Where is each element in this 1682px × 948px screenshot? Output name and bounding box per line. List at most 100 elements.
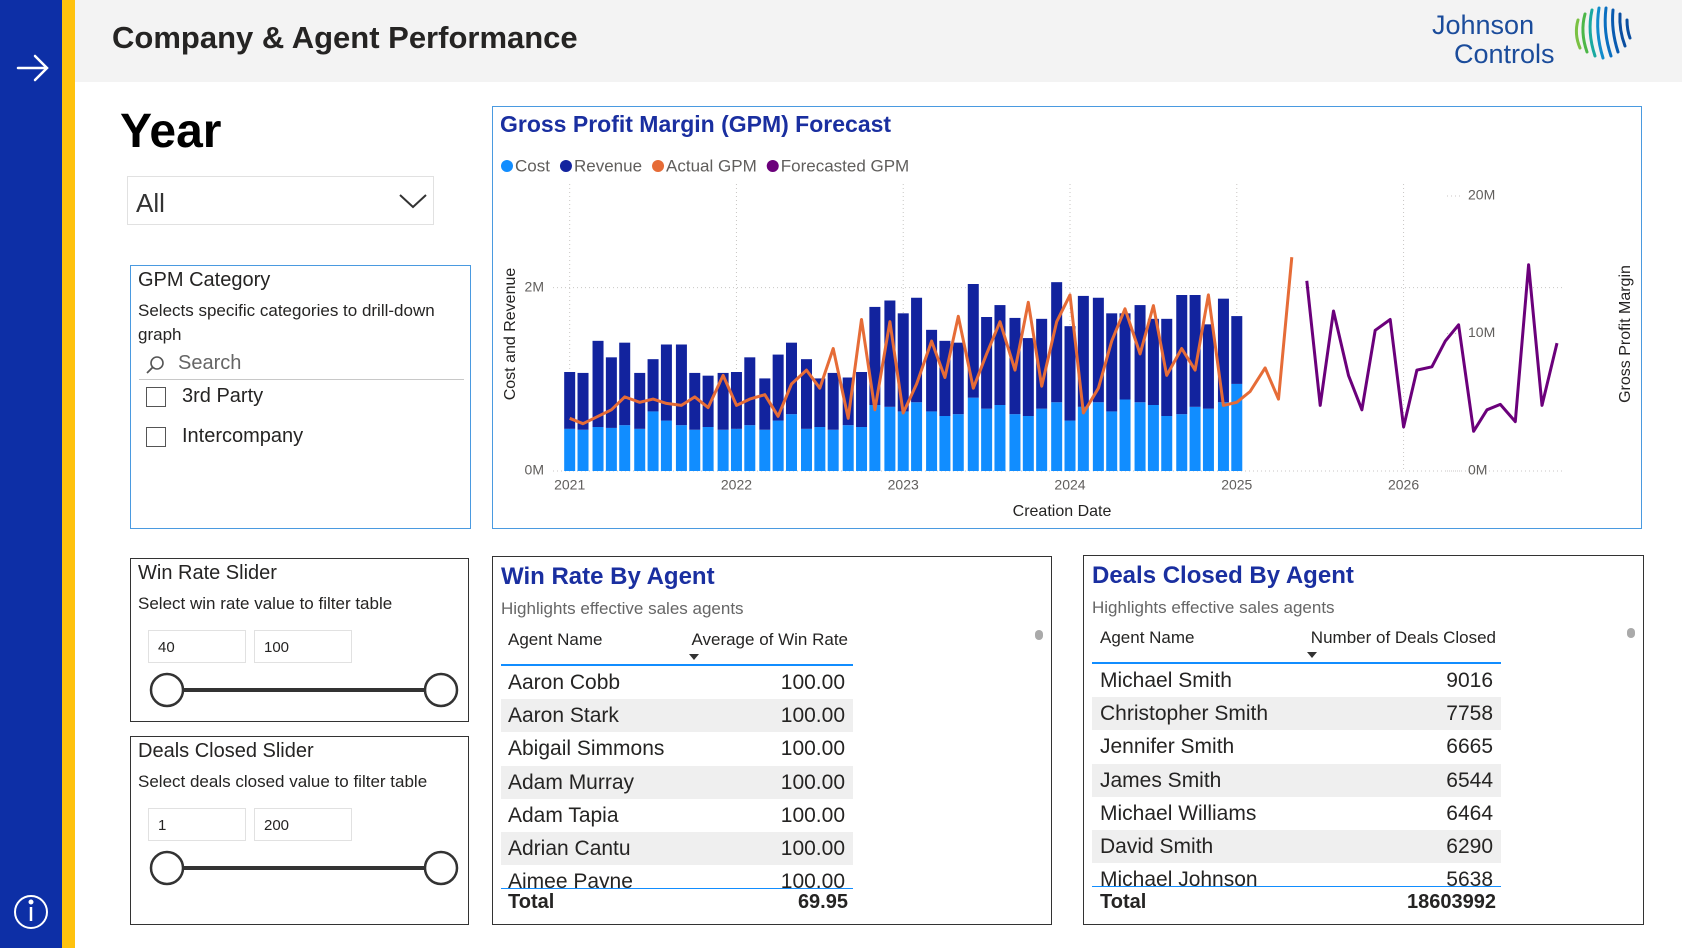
agent-name: Michael Williams <box>1100 801 1257 825</box>
header-underline <box>501 664 853 666</box>
max-input[interactable]: 200 <box>254 808 352 841</box>
agent-name: Aaron Cobb <box>508 671 621 694</box>
table-row[interactable]: Adam Tapia 100.00 <box>501 798 853 832</box>
bar <box>1064 326 1076 421</box>
search-box[interactable]: Search <box>178 352 242 374</box>
bar <box>759 378 771 430</box>
agent-value: 100.00 <box>780 704 845 728</box>
y-tick-label: 2M <box>525 278 544 294</box>
bar <box>1231 383 1243 471</box>
bar <box>869 306 881 405</box>
checkbox[interactable] <box>146 387 166 407</box>
legend-label: Actual GPM <box>666 156 757 175</box>
legend-swatch <box>559 160 572 172</box>
bar <box>1051 402 1063 471</box>
bar <box>717 429 729 471</box>
total-value: 69.95 <box>797 891 848 913</box>
min-input[interactable]: 40 <box>148 630 246 663</box>
bar <box>1092 297 1104 403</box>
slider-handle[interactable] <box>423 850 459 886</box>
category-option[interactable]: Intercompany <box>146 423 446 453</box>
total-label: Total <box>508 891 555 913</box>
table-row[interactable]: Aaron Cobb 100.00 <box>501 666 853 700</box>
agent-name: Abigail Simmons <box>508 737 665 761</box>
table-row[interactable]: David Smith 6290 <box>1092 830 1501 864</box>
year-title: Year <box>120 105 222 158</box>
bar <box>1161 318 1173 416</box>
bar <box>577 372 589 430</box>
bar <box>801 359 813 429</box>
agent-value: 100.00 <box>780 803 845 827</box>
bar <box>772 420 784 471</box>
bar <box>1119 313 1131 400</box>
bar <box>675 344 687 426</box>
checkbox[interactable] <box>146 427 166 447</box>
chart-title: Gross Profit Margin (GPM) Forecast <box>500 111 891 137</box>
bar <box>577 429 589 471</box>
min-input[interactable]: 1 <box>148 808 246 841</box>
table-row[interactable]: Jennifer Smith 6665 <box>1092 730 1501 764</box>
agent-value: 6544 <box>1446 768 1493 792</box>
column-header[interactable]: Average of Win Rate <box>691 630 848 649</box>
agent-name: James Smith <box>1100 768 1222 792</box>
bar <box>926 329 938 412</box>
table-title: Deals Closed By Agent <box>1092 562 1354 589</box>
slider-track <box>149 672 459 708</box>
agent-name: Adam Tapia <box>508 803 619 827</box>
expand-arrow[interactable] <box>16 54 49 82</box>
bar <box>1176 414 1188 471</box>
bar <box>564 428 576 471</box>
slicer-description: Select win rate value to filter table <box>138 594 393 613</box>
bar <box>1202 324 1214 409</box>
table-title: Win Rate By Agent <box>501 563 715 590</box>
bar <box>1022 338 1034 416</box>
scroll-indicator[interactable] <box>1035 630 1043 640</box>
table-row[interactable]: Adam Murray 100.00 <box>501 765 853 799</box>
x-tick-label: 2025 <box>1221 477 1252 493</box>
table-row[interactable]: Michael Johnson 5638 <box>1092 863 1501 886</box>
table-row[interactable]: Aimee Payne 100.00 <box>501 865 853 888</box>
search-icon <box>146 356 164 374</box>
year-dropdown[interactable]: All <box>127 176 434 225</box>
total-divider <box>501 888 853 889</box>
table-row[interactable]: Abigail Simmons 100.00 <box>501 732 853 766</box>
x-tick-label: 2021 <box>554 477 585 493</box>
slicer-title: Deals Closed Slider <box>138 740 314 762</box>
max-input[interactable]: 100 <box>254 630 352 663</box>
slicer-title: GPM Category <box>138 269 271 291</box>
agent-value: 6290 <box>1446 835 1493 858</box>
deals-closed-table: Deals Closed By Agent Highlights effecti… <box>1083 555 1644 925</box>
bar <box>660 420 672 471</box>
slicer-description: Select deals closed value to filter tabl… <box>138 772 428 791</box>
sidebar <box>0 0 62 948</box>
bar <box>842 377 854 426</box>
column-header: Agent Name <box>1100 628 1195 647</box>
legend-swatch <box>501 160 513 172</box>
bar <box>814 378 826 427</box>
bar <box>744 425 756 471</box>
table-row[interactable]: Michael Williams 6464 <box>1092 796 1501 830</box>
y-axis-title: Cost and Revenue <box>502 268 519 401</box>
bar <box>1036 318 1048 409</box>
slider-handle[interactable] <box>423 672 459 708</box>
bar <box>730 372 742 429</box>
slider-handle[interactable] <box>149 672 185 708</box>
table-row[interactable]: Adrian Cantu 100.00 <box>501 832 853 866</box>
bar <box>981 317 993 409</box>
table-row[interactable]: Michael Smith 9016 <box>1092 664 1501 698</box>
bar <box>702 375 714 427</box>
bar <box>952 342 964 415</box>
table-row[interactable]: Aaron Stark 100.00 <box>501 699 853 733</box>
column-header[interactable]: Number of Deals Closed <box>1310 628 1496 647</box>
agent-name: Adrian Cantu <box>508 837 631 860</box>
bar <box>1147 405 1159 471</box>
x-axis-title: Creation Date <box>1013 503 1112 520</box>
scroll-indicator[interactable] <box>1627 628 1635 638</box>
info-icon[interactable] <box>14 895 48 929</box>
table-row[interactable]: James Smith 6544 <box>1092 763 1501 797</box>
category-option[interactable]: 3rd Party <box>146 383 446 413</box>
legend-label: Revenue <box>574 156 642 175</box>
bar <box>856 427 868 471</box>
table-row[interactable]: Christopher Smith 7758 <box>1092 697 1501 731</box>
slider-handle[interactable] <box>149 850 185 886</box>
